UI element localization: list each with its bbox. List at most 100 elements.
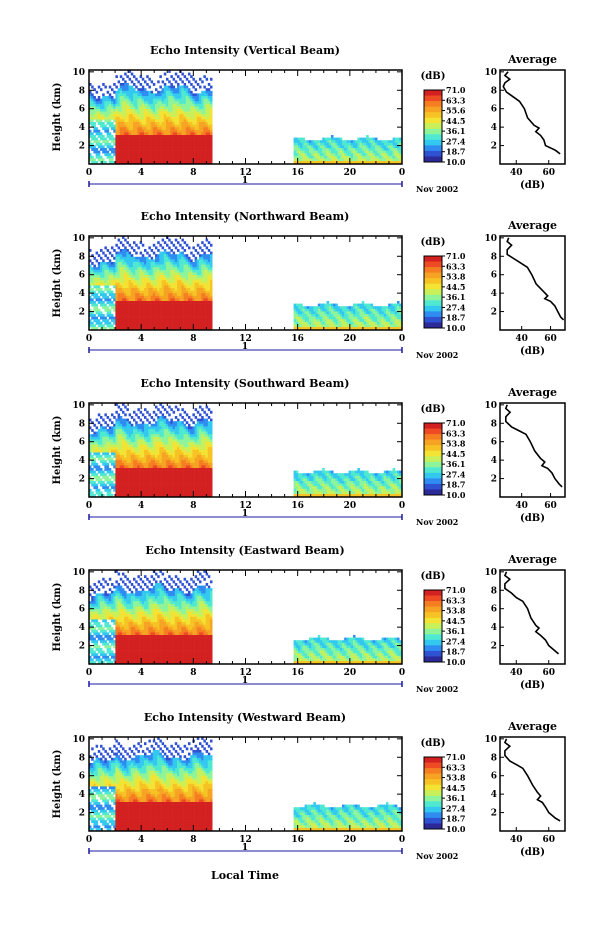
day-marker: 1: [242, 509, 248, 519]
colorbar: [423, 422, 443, 496]
colorbar-tick-label: 71.0: [446, 85, 466, 95]
colorbar-swatch: [424, 112, 442, 119]
colorbar-swatch: [424, 817, 442, 824]
avg-x-label: (dB): [520, 680, 545, 691]
y-tick-label: 4: [79, 123, 85, 133]
colorbar-swatch: [424, 634, 442, 641]
colorbar-swatch: [424, 773, 442, 780]
avg-x-tick-label: 40: [510, 835, 523, 845]
y-tick-label: 4: [79, 623, 85, 633]
colorbar-tick-label: 44.5: [446, 116, 465, 126]
colorbar-swatch: [424, 261, 442, 268]
colorbar-tick-label: 63.3: [446, 762, 466, 772]
colorbar-title: (dB): [421, 237, 446, 248]
colorbar-swatch: [424, 806, 442, 813]
colorbar-swatch: [424, 294, 442, 301]
colorbar-swatch: [424, 779, 442, 786]
y-tick-label: 4: [79, 289, 85, 299]
colorbar-tick-label: 63.3: [446, 595, 466, 605]
colorbar-swatch: [424, 489, 442, 496]
colorbar-swatch: [424, 784, 442, 791]
colorbar-tick-label: 10.0: [446, 490, 466, 500]
colorbar-swatch: [424, 801, 442, 808]
y-tick-label: 8: [79, 86, 85, 96]
colorbar-tick-label: 18.7: [446, 647, 465, 657]
beam-panel: Echo Intensity (Vertical Beam)246810Heig…: [52, 44, 566, 194]
avg-y-tick-label: 10: [484, 234, 497, 244]
colorbar-tick-label: 53.8: [446, 773, 466, 783]
y-tick-label: 6: [79, 105, 85, 115]
x-tick-label: 0: [399, 835, 405, 845]
colorbar: [423, 255, 443, 329]
colorbar-swatch: [424, 472, 442, 479]
x-tick-label: 4: [138, 168, 144, 178]
avg-y-tick-label: 6: [491, 605, 497, 615]
colorbar-title: (dB): [421, 571, 446, 582]
y-tick-label: 6: [79, 772, 85, 782]
avg-x-tick-label: 60: [542, 168, 555, 178]
colorbar-swatch: [424, 612, 442, 619]
y-tick-label: 2: [79, 142, 85, 152]
colorbar-tick-label: 55.6: [446, 106, 466, 116]
panel-title: Echo Intensity (Northward Beam): [141, 210, 350, 223]
x-tick-label: 16: [291, 501, 304, 511]
colorbar-swatch: [424, 439, 442, 446]
colorbar-tick-label: 63.3: [446, 261, 466, 271]
panel-title: Echo Intensity (Westward Beam): [144, 711, 346, 724]
colorbar-swatch: [424, 117, 442, 124]
avg-x-tick-label: 40: [510, 668, 523, 678]
colorbar-swatch: [424, 628, 442, 635]
colorbar-swatch: [424, 434, 442, 441]
colorbar-swatch: [424, 461, 442, 468]
avg-profile-line: [503, 571, 560, 655]
x-tick-label: 8: [190, 168, 196, 178]
avg-y-tick-label: 2: [491, 642, 497, 652]
x-axis-label: Local Time: [211, 869, 279, 882]
colorbar-swatch: [424, 139, 442, 146]
colorbar-swatch: [424, 595, 442, 602]
avg-x-tick-label: 60: [544, 501, 557, 511]
intensity-field: [89, 570, 402, 664]
avg-y-tick-label: 8: [491, 586, 497, 596]
colorbar-swatch: [424, 123, 442, 130]
colorbar-swatch: [424, 456, 442, 463]
panel-title: Echo Intensity (Vertical Beam): [150, 44, 340, 57]
colorbar-tick-label: 18.7: [446, 147, 465, 157]
colorbar-swatch: [424, 305, 442, 312]
y-axis-label: Height (km): [52, 416, 63, 485]
x-tick-label: 4: [138, 334, 144, 344]
x-tick-label: 16: [291, 835, 304, 845]
avg-y-tick-label: 4: [491, 623, 497, 633]
colorbar-tick-label: 36.1: [446, 292, 465, 302]
date-label: Nov 2002: [416, 184, 458, 194]
colorbar-tick-label: 27.4: [446, 803, 466, 813]
avg-y-tick-label: 2: [491, 308, 497, 318]
avg-y-tick-label: 2: [491, 475, 497, 485]
colorbar-swatch: [424, 156, 442, 163]
avg-y-tick-label: 2: [491, 142, 497, 152]
colorbar-tick-label: 53.8: [446, 606, 466, 616]
colorbar-title: (dB): [421, 738, 446, 749]
x-tick-label: 0: [399, 501, 405, 511]
colorbar-tick-label: 36.1: [446, 626, 465, 636]
colorbar-swatch: [424, 601, 442, 608]
y-tick-label: 2: [79, 642, 85, 652]
panel-title: Echo Intensity (Southward Beam): [141, 377, 350, 390]
y-axis-label: Height (km): [52, 249, 63, 318]
x-tick-label: 20: [344, 668, 357, 678]
colorbar-swatch: [424, 128, 442, 135]
avg-x-tick-label: 40: [515, 334, 528, 344]
avg-y-tick-label: 6: [491, 772, 497, 782]
avg-y-tick-label: 10: [484, 401, 497, 411]
date-label: Nov 2002: [416, 684, 458, 694]
beam-panel: Echo Intensity (Westward Beam)246810Heig…: [52, 711, 566, 861]
y-tick-label: 8: [79, 419, 85, 429]
colorbar-swatch: [424, 639, 442, 646]
colorbar-title: (dB): [421, 404, 446, 415]
colorbar-swatch: [424, 322, 442, 329]
colorbar-title: (dB): [421, 71, 446, 82]
avg-y-tick-label: 10: [484, 68, 497, 78]
x-tick-label: 8: [190, 835, 196, 845]
colorbar-tick-label: 44.5: [446, 449, 465, 459]
colorbar: [423, 589, 443, 663]
